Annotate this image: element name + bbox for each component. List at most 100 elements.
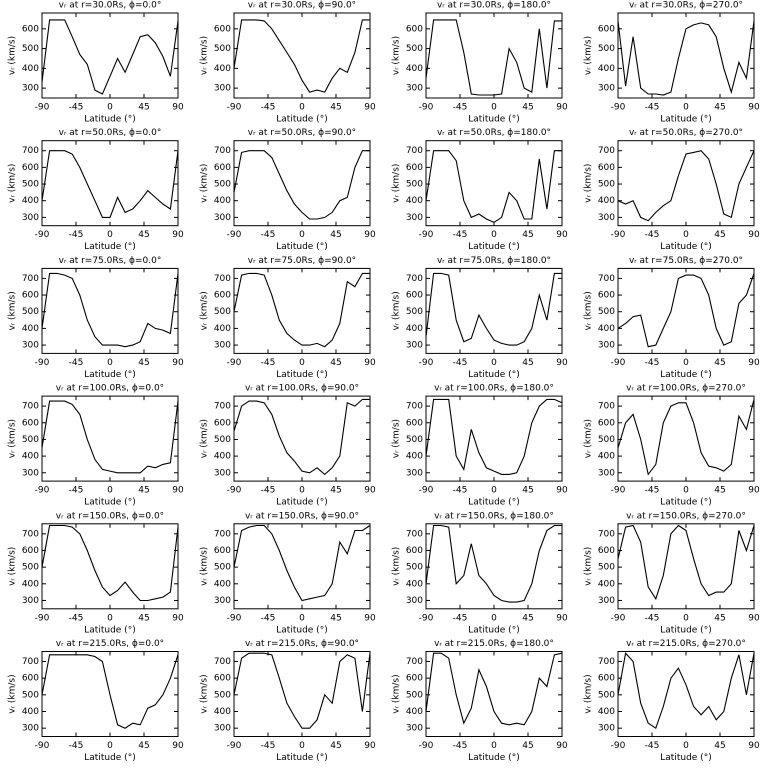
x-tick-label: 90 bbox=[748, 103, 760, 113]
y-tick-label: 400 bbox=[214, 324, 231, 334]
y-tick-label: 300 bbox=[406, 596, 423, 606]
data-line bbox=[617, 150, 755, 222]
x-tick-label: -45 bbox=[645, 103, 660, 113]
x-tick-label: -45 bbox=[453, 486, 468, 496]
x-tick-label: 0 bbox=[299, 103, 305, 113]
panel-title: vᵣ at r=30.0Rs, ϕ=0.0° bbox=[59, 1, 162, 11]
x-tick-label: 0 bbox=[491, 486, 497, 496]
y-tick-label: 400 bbox=[22, 196, 39, 206]
x-tick-label: -45 bbox=[69, 358, 84, 368]
x-tick-label: -90 bbox=[35, 741, 50, 751]
y-tick-label: 700 bbox=[598, 402, 615, 412]
data-line bbox=[617, 652, 755, 730]
x-tick-label: 0 bbox=[683, 613, 689, 623]
y-tick-label: 400 bbox=[22, 707, 39, 717]
panel: vᵣ at r=100.0Rs, ϕ=180.0° Latitude (°) vᵣ … bbox=[392, 384, 568, 508]
panel: vᵣ at r=150.0Rs, ϕ=180.0° Latitude (°) vᵣ … bbox=[392, 511, 568, 635]
y-tick-label: 600 bbox=[214, 291, 231, 301]
y-axis-label: vᵣ (km/s) bbox=[8, 36, 18, 75]
y-tick-label: 700 bbox=[406, 274, 423, 284]
panel-title: vᵣ at r=150.0Rs, ϕ=270.0° bbox=[626, 511, 746, 521]
x-axis-label: Latitude (°) bbox=[660, 625, 711, 635]
x-tick-label: -90 bbox=[611, 230, 626, 240]
data-line bbox=[425, 150, 562, 224]
x-tick-label: 0 bbox=[491, 741, 497, 751]
x-tick-label: -90 bbox=[419, 103, 434, 113]
y-tick-label: 600 bbox=[214, 546, 231, 556]
y-axis-label: vᵣ (km/s) bbox=[200, 547, 210, 586]
panel-title: vᵣ at r=50.0Rs, ϕ=180.0° bbox=[437, 128, 551, 138]
x-tick-label: 45 bbox=[330, 230, 341, 240]
data-line bbox=[41, 400, 179, 474]
x-tick-label: 45 bbox=[522, 613, 533, 623]
x-tick-label: 45 bbox=[330, 103, 341, 113]
x-tick-label: -45 bbox=[645, 741, 660, 751]
x-tick-label: 45 bbox=[330, 741, 341, 751]
panel-title: vᵣ at r=75.0Rs, ϕ=270.0° bbox=[629, 256, 743, 266]
y-tick-label: 300 bbox=[22, 724, 39, 734]
panel-title: vᵣ at r=150.0Rs, ϕ=180.0° bbox=[434, 511, 554, 521]
data-line bbox=[617, 399, 755, 476]
x-tick-label: 90 bbox=[748, 230, 760, 240]
y-tick-label: 400 bbox=[22, 579, 39, 589]
x-tick-label: -45 bbox=[69, 613, 84, 623]
plot-frame bbox=[233, 651, 371, 737]
x-tick-label: 90 bbox=[172, 230, 184, 240]
x-tick-label: 0 bbox=[107, 486, 113, 496]
x-tick-label: 90 bbox=[172, 358, 184, 368]
x-tick-label: 0 bbox=[107, 741, 113, 751]
x-tick-label: 45 bbox=[330, 613, 341, 623]
x-tick-label: 90 bbox=[556, 613, 568, 623]
panel-title: vᵣ at r=215.0Rs, ϕ=90.0° bbox=[245, 639, 359, 649]
panel: vᵣ at r=215.0Rs, ϕ=180.0° Latitude (°) vᵣ … bbox=[392, 639, 568, 763]
data-line bbox=[617, 273, 755, 348]
y-axis-label: vᵣ (km/s) bbox=[8, 674, 18, 713]
panel: vᵣ at r=150.0Rs, ϕ=0.0° Latitude (°) vᵣ (k… bbox=[8, 511, 184, 635]
data-line bbox=[41, 19, 179, 95]
plot-frame bbox=[617, 651, 755, 737]
x-tick-label: 0 bbox=[299, 741, 305, 751]
panel-title: vᵣ at r=150.0Rs, ϕ=0.0° bbox=[56, 511, 164, 521]
y-tick-label: 700 bbox=[598, 274, 615, 284]
data-line bbox=[425, 19, 562, 96]
x-axis-label: Latitude (°) bbox=[660, 753, 711, 763]
panel: vᵣ at r=50.0Rs, ϕ=180.0° Latitude (°) vᵣ (… bbox=[392, 128, 568, 252]
y-tick-label: 300 bbox=[598, 468, 615, 478]
plot-frame bbox=[425, 395, 563, 482]
x-tick-label: 45 bbox=[522, 741, 533, 751]
x-tick-label: 0 bbox=[491, 613, 497, 623]
x-axis-label: Latitude (°) bbox=[84, 370, 135, 380]
x-tick-label: -45 bbox=[261, 358, 276, 368]
y-axis-label: vᵣ (km/s) bbox=[584, 674, 594, 713]
x-tick-label: 0 bbox=[107, 230, 113, 240]
x-axis-label: Latitude (°) bbox=[84, 498, 135, 508]
x-tick-label: -45 bbox=[261, 613, 276, 623]
panel-title: vᵣ at r=215.0Rs, ϕ=180.0° bbox=[434, 639, 554, 649]
panel-title: vᵣ at r=100.0Rs, ϕ=90.0° bbox=[245, 384, 359, 394]
x-axis-label: Latitude (°) bbox=[468, 115, 519, 125]
y-tick-label: 600 bbox=[406, 291, 423, 301]
y-tick-label: 500 bbox=[406, 44, 423, 54]
y-tick-label: 400 bbox=[406, 196, 423, 206]
x-tick-label: 0 bbox=[683, 358, 689, 368]
x-tick-label: -90 bbox=[35, 103, 50, 113]
x-tick-label: -45 bbox=[453, 103, 468, 113]
y-tick-label: 700 bbox=[406, 529, 423, 539]
y-tick-label: 400 bbox=[406, 707, 423, 717]
y-tick-label: 500 bbox=[22, 435, 39, 445]
panel: vᵣ at r=30.0Rs, ϕ=0.0° Latitude (°) vᵣ (km… bbox=[8, 1, 184, 125]
x-tick-label: -90 bbox=[35, 486, 50, 496]
x-tick-label: 0 bbox=[299, 230, 305, 240]
x-tick-label: 45 bbox=[138, 741, 149, 751]
y-tick-label: 700 bbox=[214, 657, 231, 667]
y-axis-label: vᵣ (km/s) bbox=[584, 547, 594, 586]
x-tick-label: -90 bbox=[611, 103, 626, 113]
x-tick-label: -90 bbox=[227, 613, 242, 623]
x-tick-label: 0 bbox=[107, 103, 113, 113]
y-tick-label: 700 bbox=[22, 657, 39, 667]
x-axis-label: Latitude (°) bbox=[468, 370, 519, 380]
x-axis-label: Latitude (°) bbox=[84, 625, 135, 635]
x-tick-label: -90 bbox=[227, 486, 242, 496]
y-tick-label: 600 bbox=[214, 24, 231, 34]
y-tick-label: 700 bbox=[598, 529, 615, 539]
